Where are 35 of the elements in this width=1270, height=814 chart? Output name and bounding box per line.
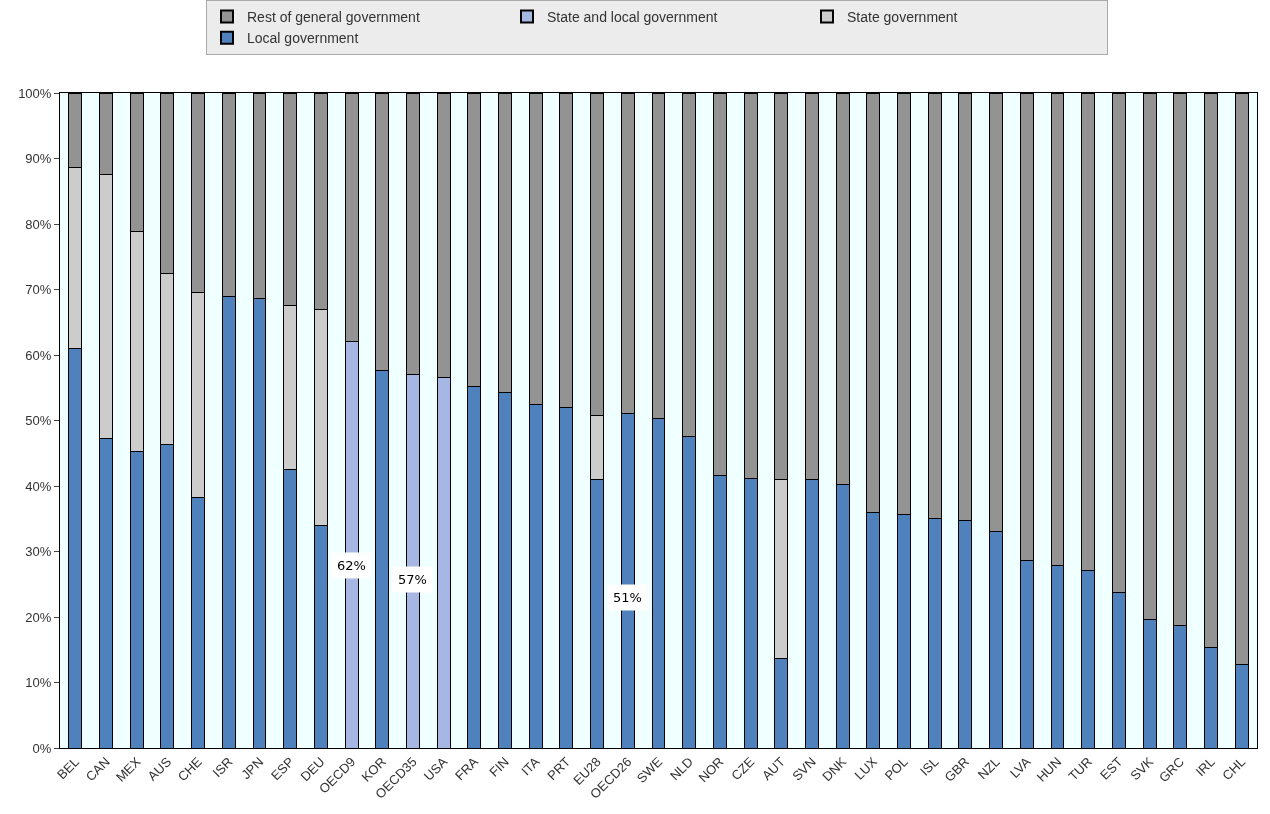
x-tick-label: ITA [518,753,543,779]
x-tick-label: LVA [1006,753,1034,781]
y-tick-label: 40% [25,478,52,494]
x-tick-label: ISR [209,754,236,781]
y-tick-label: 0% [32,740,52,756]
y-tick-label: 50% [25,413,52,429]
y-tick-label: 90% [25,151,52,167]
legend-label: State government [847,9,958,26]
data-label: 51% [613,590,642,605]
y-tick-label: 70% [25,282,52,298]
x-tick-label: POL [881,754,911,784]
x-tick-label: CZE [728,753,758,784]
legend-label: Rest of general government [247,9,420,26]
legend-label: Local government [247,30,359,47]
x-tick-label: ISL [917,754,942,779]
data-label: 57% [398,572,427,587]
x-tick-label: NLD [666,754,696,784]
x-tick-label: JPN [238,754,267,783]
y-tick-label: 10% [25,675,52,691]
x-tick-label: NZL [974,754,1003,783]
x-tick-label: USA [420,753,451,784]
data-label: 62% [337,558,366,573]
y-tick-label: 100% [18,85,52,101]
x-tick-label: CHL [1219,754,1249,784]
x-tick-label: TUR [1065,754,1095,784]
y-tick-label: 60% [25,347,52,363]
y-tick-label: 20% [25,609,52,625]
x-tick-label: IRL [1192,754,1218,780]
y-tick-label: 80% [25,216,52,232]
x-tick-label: BEL [54,754,83,783]
x-tick-label: FIN [486,754,512,780]
legend-label: State and local government [547,9,718,26]
x-tick-label: ESP [267,754,297,784]
y-tick-label: 30% [25,544,52,560]
x-tick-label: FRA [452,753,482,784]
